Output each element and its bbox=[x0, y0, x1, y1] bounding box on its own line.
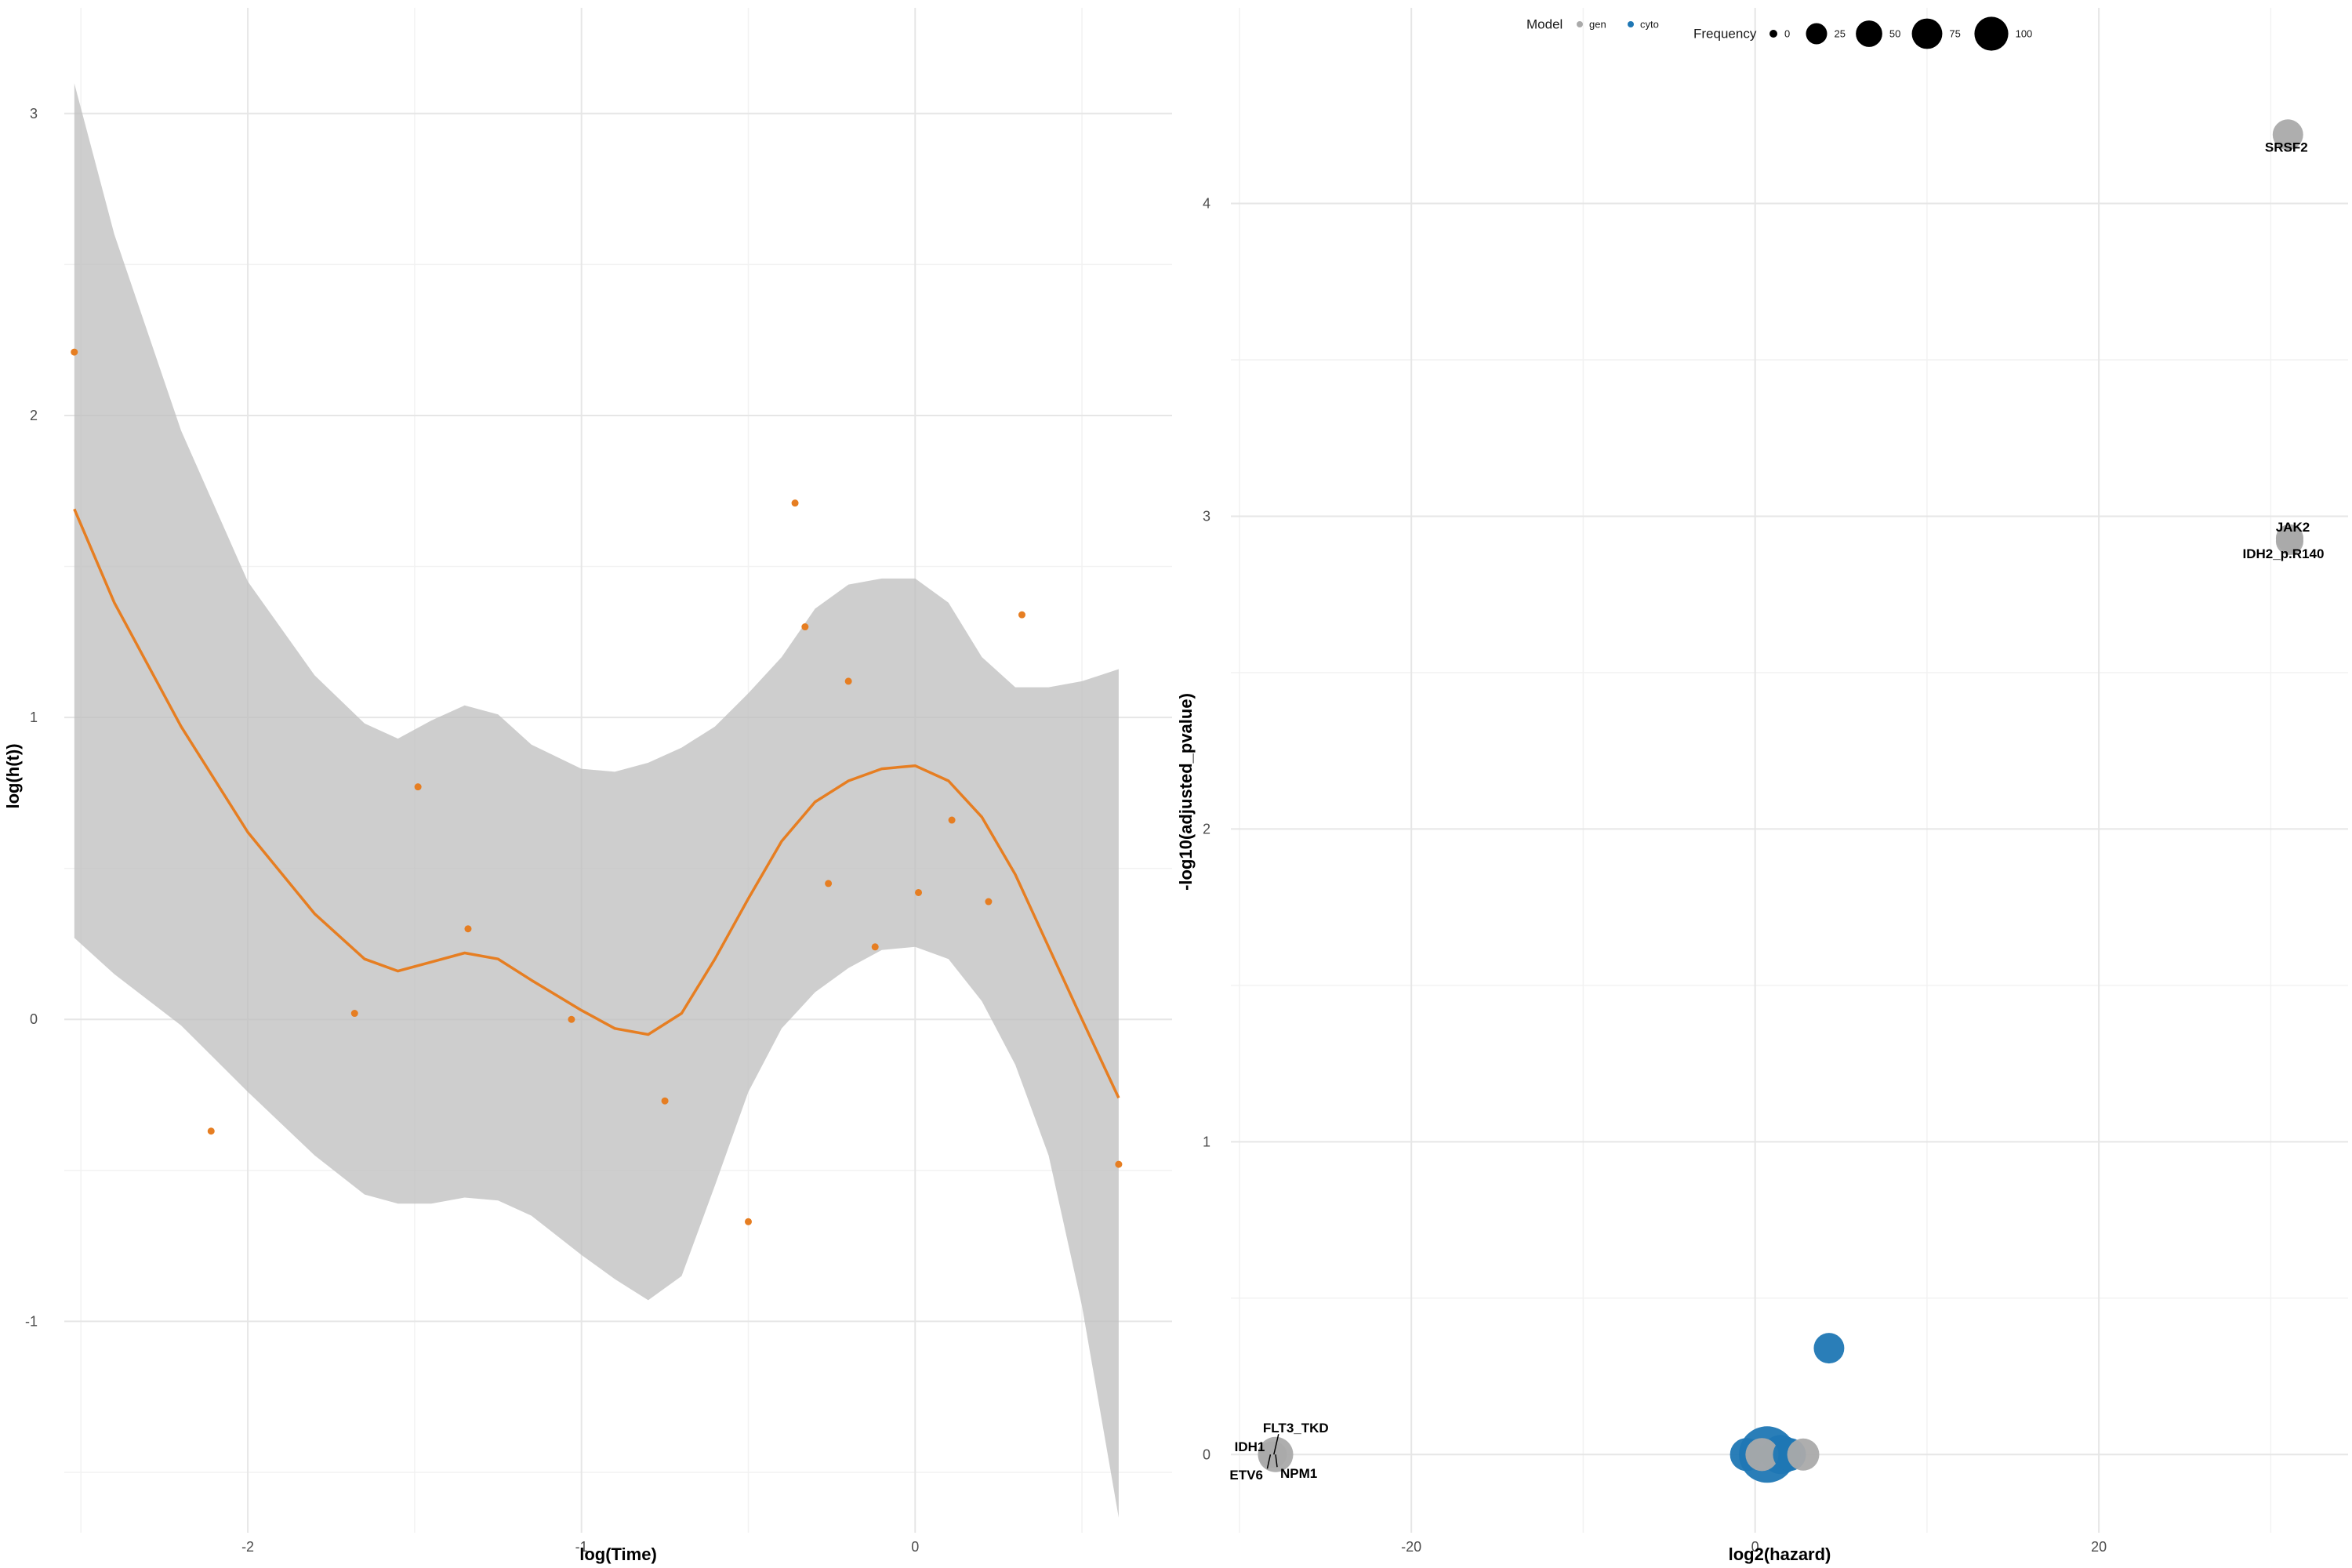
legend-size-label: 0 bbox=[1784, 28, 1790, 40]
legend-size-key bbox=[1974, 16, 2009, 51]
x-tick-label: 20 bbox=[2091, 1539, 2107, 1555]
data-point bbox=[1115, 1160, 1123, 1168]
y-tick-label: 3 bbox=[1203, 508, 1210, 524]
data-point bbox=[1787, 1438, 1820, 1471]
y-tick-label: 3 bbox=[30, 106, 38, 122]
right-panel: SRSF2 JAK2 IDH2_p.R140 FLT3_TKD IDH1 ETV6 NPM1… bbox=[1176, 8, 2348, 1564]
y-tick-label: 1 bbox=[1203, 1134, 1210, 1149]
y-tick-label: -1 bbox=[25, 1313, 38, 1329]
legend-label-gen: gen bbox=[1589, 19, 1606, 31]
data-point bbox=[1813, 1333, 1845, 1364]
data-point bbox=[1018, 611, 1025, 619]
gene-label: SRSF2 bbox=[2265, 140, 2308, 154]
y-axis-title: log(h(t)) bbox=[3, 743, 23, 808]
legend-size-key bbox=[1806, 23, 1828, 45]
y-tick-label: 1 bbox=[30, 710, 38, 725]
legend-size-label: 50 bbox=[1889, 28, 1900, 40]
y-tick-label: 0 bbox=[1203, 1446, 1210, 1462]
data-point bbox=[1745, 1438, 1779, 1472]
gene-label: ETV6 bbox=[1229, 1468, 1263, 1483]
data-point bbox=[871, 943, 879, 951]
data-point bbox=[71, 348, 78, 356]
gene-label: JAK2 bbox=[2276, 520, 2310, 535]
data-point bbox=[661, 1097, 669, 1105]
legend-size-key bbox=[1769, 30, 1777, 38]
legend-size-label: 25 bbox=[1835, 28, 1846, 40]
data-point bbox=[915, 888, 923, 896]
data-point bbox=[350, 1010, 358, 1018]
data-point bbox=[791, 499, 799, 507]
gene-label: FLT3_TKD bbox=[1263, 1421, 1329, 1436]
y-tick-label: 0 bbox=[30, 1011, 38, 1027]
data-point bbox=[948, 816, 956, 824]
data-point bbox=[985, 898, 993, 906]
left-panel: -2 -1 0 -1 0 1 2 3 log(Time) log(h(t)) bbox=[3, 8, 1172, 1564]
gene-label: NPM1 bbox=[1280, 1466, 1317, 1481]
legend-size-label: 100 bbox=[2016, 28, 2033, 40]
data-point bbox=[464, 925, 472, 933]
confidence-band bbox=[74, 83, 1119, 1518]
gene-label: IDH1 bbox=[1235, 1439, 1265, 1454]
data-point bbox=[801, 623, 809, 631]
legend-key-cyto bbox=[1628, 21, 1634, 27]
data-point bbox=[207, 1127, 215, 1135]
legend-title-frequency: Frequency bbox=[1693, 27, 1757, 42]
x-tick-label: -1 bbox=[575, 1539, 588, 1555]
data-point bbox=[2275, 527, 2303, 555]
legend-label-cyto: cyto bbox=[1640, 19, 1659, 31]
data-point bbox=[825, 880, 833, 887]
legend-title-model: Model bbox=[1526, 17, 1563, 32]
legend: Model gen cyto Frequency 0 25 50 75 100 bbox=[1526, 16, 2033, 51]
legend-key-gen bbox=[1577, 21, 1583, 27]
legend-size-label: 75 bbox=[1949, 28, 1960, 40]
y-tick-label: 2 bbox=[1203, 821, 1210, 837]
x-tick-label: -20 bbox=[1401, 1539, 1421, 1555]
legend-size-key bbox=[1856, 20, 1882, 47]
y-tick-label: 4 bbox=[1203, 196, 1210, 212]
legend-size-key bbox=[1911, 18, 1943, 49]
data-point bbox=[568, 1015, 575, 1023]
data-point bbox=[414, 783, 422, 791]
y-axis-title: -log10(adjusted_pvalue) bbox=[1176, 693, 1196, 891]
data-point bbox=[744, 1218, 752, 1225]
x-tick-label: -2 bbox=[241, 1539, 254, 1555]
label-leader-line bbox=[1266, 1454, 1272, 1469]
x-axis-title: log2(hazard) bbox=[1729, 1544, 1831, 1564]
y-tick-label: 2 bbox=[30, 408, 38, 423]
gene-label: IDH2_p.R140 bbox=[2242, 546, 2324, 561]
label-leader-line bbox=[1273, 1434, 1279, 1455]
x-axis-title: log(Time) bbox=[579, 1544, 657, 1564]
smooth-line bbox=[73, 508, 1120, 1099]
data-point bbox=[2272, 119, 2303, 151]
x-tick-label: 0 bbox=[911, 1539, 919, 1555]
x-tick-label: 0 bbox=[1751, 1539, 1759, 1555]
data-point bbox=[844, 677, 852, 685]
label-leader-line bbox=[1275, 1454, 1278, 1468]
